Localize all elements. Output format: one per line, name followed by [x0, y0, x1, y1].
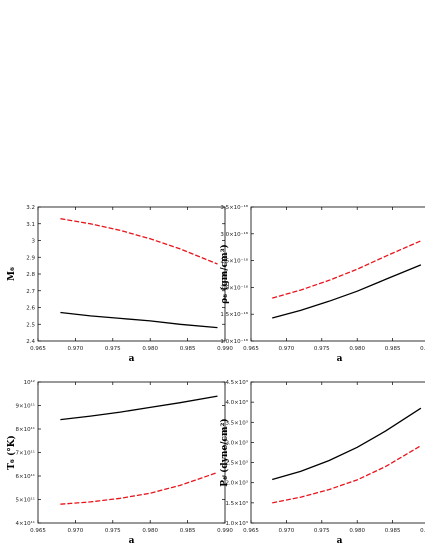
- plot-frame: [37, 206, 226, 342]
- y-axis-label: M₆: [7, 267, 17, 281]
- x-tick-label: 0.985: [385, 346, 401, 352]
- y-tick-label: 1.0×10⁻¹⁸: [220, 338, 248, 345]
- x-tick-label: 0.975: [105, 528, 121, 534]
- series-line-1: [272, 264, 422, 319]
- x-tick-label: 0.970: [279, 346, 295, 352]
- y-tick-label: 2.0×10⁻¹⁸: [220, 284, 248, 291]
- x-tick-label: 0.965: [30, 346, 46, 352]
- series-line-1: [60, 395, 218, 421]
- y-tick-label: 2.5×10³: [225, 460, 248, 467]
- y-tick-label: 1.5×10⁻¹⁸: [220, 311, 248, 318]
- y-tick-label: 3.5×10³: [225, 419, 248, 426]
- x-tick-label: 0.980: [142, 346, 158, 352]
- y-tick-label: 2.0×10³: [225, 480, 248, 487]
- y-axis-label: P₆ (dyne/cm²): [219, 418, 230, 486]
- x-tick-label: 0.975: [105, 346, 121, 352]
- series-line-2: [60, 218, 218, 265]
- y-axis-label: ρ₆ (gm/cm³): [219, 244, 230, 304]
- y-tick-label: 1.5×10³: [225, 500, 248, 507]
- series-line-2: [60, 471, 218, 505]
- x-tick-label: 0.970: [279, 528, 295, 534]
- y-tick-label: 10¹²: [24, 379, 35, 386]
- y-tick-label: 3.2: [26, 205, 35, 211]
- y-tick-label: 2.9: [26, 255, 35, 261]
- chart-panel-4: 0.9650.9700.9750.9800.9850.9901.0×10³1.5…: [219, 379, 425, 546]
- x-tick-label: 0.975: [314, 528, 330, 534]
- y-tick-label: 3.0×10⁻¹⁸: [220, 231, 248, 238]
- y-tick-label: 2.4: [26, 339, 35, 345]
- y-tick-label: 2.7: [26, 289, 35, 295]
- x-axis-label: a: [337, 536, 343, 546]
- x-axis-label: a: [337, 354, 343, 364]
- y-tick-label: 3.5×10⁻¹⁸: [220, 204, 248, 211]
- y-tick-label: 9×10¹¹: [15, 403, 35, 410]
- y-tick-label: 2.6: [26, 306, 35, 312]
- x-tick-label: 0.965: [243, 528, 259, 534]
- y-axis-label: T₆ (°K): [6, 435, 17, 470]
- x-tick-label: 0.980: [349, 346, 365, 352]
- x-tick-label: 0.985: [385, 528, 401, 534]
- series-line-2: [272, 240, 422, 299]
- y-tick-label: 2.8: [26, 272, 35, 278]
- y-tick-label: 2.5: [26, 322, 35, 328]
- series-line-1: [60, 311, 218, 329]
- y-tick-label: 7×10¹¹: [15, 450, 35, 457]
- x-tick-label: 0.985: [180, 528, 196, 534]
- x-tick-label: 0.990: [420, 528, 425, 534]
- x-tick-label: 0.985: [180, 346, 196, 352]
- plot-frame: [250, 206, 425, 342]
- y-tick-label: 5×10¹¹: [15, 497, 35, 504]
- x-tick-label: 0.980: [142, 528, 158, 534]
- x-tick-label: 0.965: [243, 346, 259, 352]
- y-tick-label: 3.1: [26, 222, 35, 228]
- x-tick-label: 0.990: [420, 346, 425, 352]
- x-tick-label: 0.990: [217, 528, 233, 534]
- x-tick-label: 0.990: [217, 346, 233, 352]
- chart-panel-2: 0.9650.9700.9750.9800.9850.9901.0×10⁻¹⁸1…: [219, 204, 425, 364]
- chart-panel-1: 0.965 0.970 0.975 0.980 0.985 0.990 2.4 2.5 2.6 2…: [7, 205, 233, 364]
- y-tick-label: 4.5×10³: [225, 379, 248, 386]
- chart-panel-3: 0.965 0.970 0.975 0.980 0.985 0.990 4×10¹¹ 5×10…: [6, 379, 233, 546]
- x-tick-label: 0.980: [349, 528, 365, 534]
- x-tick-label: 0.965: [30, 528, 46, 534]
- y-tick-label: 4×10¹¹: [15, 520, 35, 527]
- y-tick-label: 3.0×10³: [225, 439, 248, 446]
- x-axis-label: a: [129, 536, 135, 546]
- y-tick-label: 2.5×10⁻¹⁸: [220, 258, 248, 265]
- x-tick-label: 0.970: [68, 346, 84, 352]
- y-tick-label: 6×10¹¹: [15, 473, 35, 480]
- y-tick-label: 4.0×10³: [225, 399, 248, 406]
- x-axis-label: a: [129, 354, 135, 364]
- plot-frame: [250, 381, 425, 524]
- y-tick-label: 1.0×10³: [225, 520, 248, 527]
- x-tick-label: 0.970: [68, 528, 84, 534]
- x-tick-label: 0.975: [314, 346, 330, 352]
- y-tick-label: 8×10¹¹: [15, 426, 35, 433]
- series-line-1: [272, 407, 422, 481]
- series-line-2: [272, 445, 422, 504]
- y-tick-label: 3: [32, 239, 36, 245]
- plot-frame: [37, 381, 226, 524]
